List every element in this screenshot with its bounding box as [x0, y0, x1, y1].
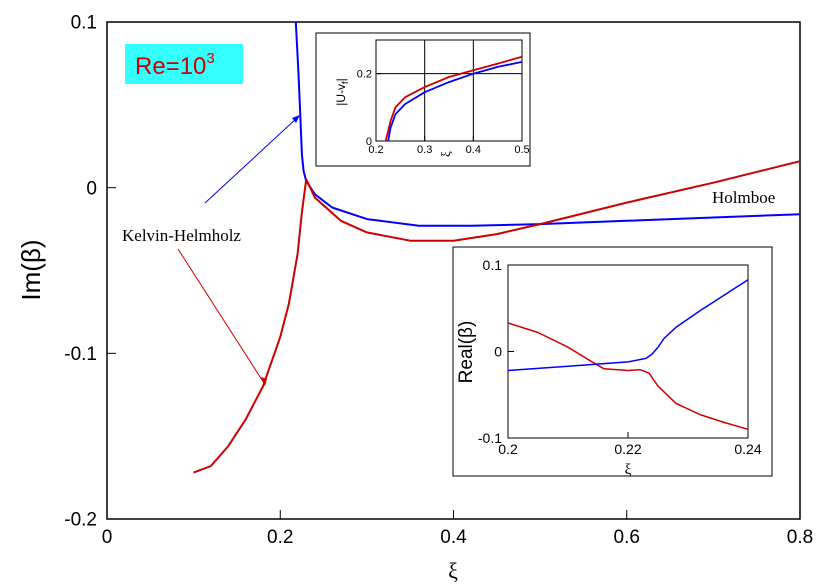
reynolds-badge: Re=103 — [125, 44, 243, 84]
badge-background — [125, 44, 243, 84]
main-series — [193, 21, 801, 474]
kh-arrowhead-red — [261, 377, 267, 386]
annotation-holmboe: Holmboe — [712, 188, 775, 207]
inset-top-x-axis-label: ξ — [438, 151, 453, 157]
x-tick-label: 0.4 — [440, 527, 467, 548]
inset-bottom-x-axis-label: ξ — [625, 462, 632, 478]
kh-arrow-blue — [204, 116, 299, 204]
inset-top-plot-frame — [375, 39, 523, 142]
inset-bottom-y-axis-label: Real(β) — [456, 321, 477, 384]
inset-top-ylabel-sub: f — [340, 81, 350, 84]
series-line-1 — [387, 61, 523, 142]
y-tick-label: 0 — [86, 178, 97, 199]
kh-arrow-red — [177, 248, 265, 384]
inset-bottom-x-ticks: 0.2 0.22 0.24 — [498, 432, 762, 457]
y-tick-label: -0.1 — [478, 430, 502, 446]
x-tick-label: 0.24 — [734, 441, 761, 457]
x-tick-label: 0 — [102, 527, 113, 548]
x-tick-label: 0.22 — [614, 441, 641, 457]
y-tick-label: 0.1 — [483, 257, 503, 273]
y-tick-label: 0 — [366, 136, 372, 148]
series-line-1 — [507, 279, 749, 372]
x-tick-label: 0.2 — [368, 144, 383, 156]
badge-main-text: Re=10 — [135, 53, 206, 80]
series-line-0 — [384, 55, 523, 142]
annotation-kelvin-helmholz: Kelvin-Helmholz — [122, 226, 241, 245]
kh-arrowhead-blue — [292, 115, 300, 123]
inset-bottom-chart: -0.1 0 0.1 0.2 0.22 0.24 Real(β) ξ — [452, 246, 773, 478]
main-y-axis-label: Im(β) — [16, 239, 46, 300]
y-tick-label: 0.2 — [357, 69, 372, 81]
inset-bottom-series — [507, 279, 749, 431]
y-tick-label: 0 — [494, 343, 502, 359]
inset-bottom-plot-frame — [507, 264, 749, 439]
inset-top-ylabel-end: | — [334, 78, 348, 81]
main-x-axis-label: ξ — [448, 558, 458, 583]
series-line-1 — [193, 160, 801, 474]
x-tick-label: 0.5 — [514, 144, 529, 156]
inset-top-series — [384, 55, 523, 142]
inset-top-chart: 00.2 0.2 0.3 0.4 0.5 |U-vf| ξ — [315, 32, 531, 167]
x-tick-label: 0.2 — [498, 441, 518, 457]
inset-top-ylabel-main: |U-v — [334, 84, 348, 106]
main-y-ticks: -0.2 -0.1 0 0.1 — [64, 13, 116, 531]
x-tick-label: 0.3 — [417, 144, 432, 156]
inset-top-x-ticks: 0.2 0.3 0.4 0.5 — [368, 136, 530, 156]
y-tick-label: -0.2 — [64, 510, 97, 531]
x-tick-label: 0.6 — [614, 527, 640, 548]
x-tick-label: 0.2 — [267, 527, 293, 548]
inset-top-y-axis-label: |U-vf| — [334, 78, 350, 105]
x-tick-label: 0.8 — [787, 527, 813, 548]
series-line-0 — [507, 322, 749, 431]
badge-text: Re=103 — [135, 50, 215, 80]
x-tick-label: 0.4 — [466, 144, 481, 156]
series-line-0 — [294, 21, 801, 227]
inset-top-grid — [376, 40, 522, 141]
y-tick-label: -0.1 — [64, 344, 97, 365]
inset-bottom-y-ticks: -0.1 0 0.1 — [478, 257, 514, 446]
main-x-ticks: 0 0.2 0.4 0.6 0.8 — [102, 510, 813, 548]
badge-superscript: 3 — [206, 50, 214, 67]
inset-top-y-ticks: 00.2 — [357, 69, 381, 148]
y-tick-label: 0.1 — [71, 13, 97, 34]
